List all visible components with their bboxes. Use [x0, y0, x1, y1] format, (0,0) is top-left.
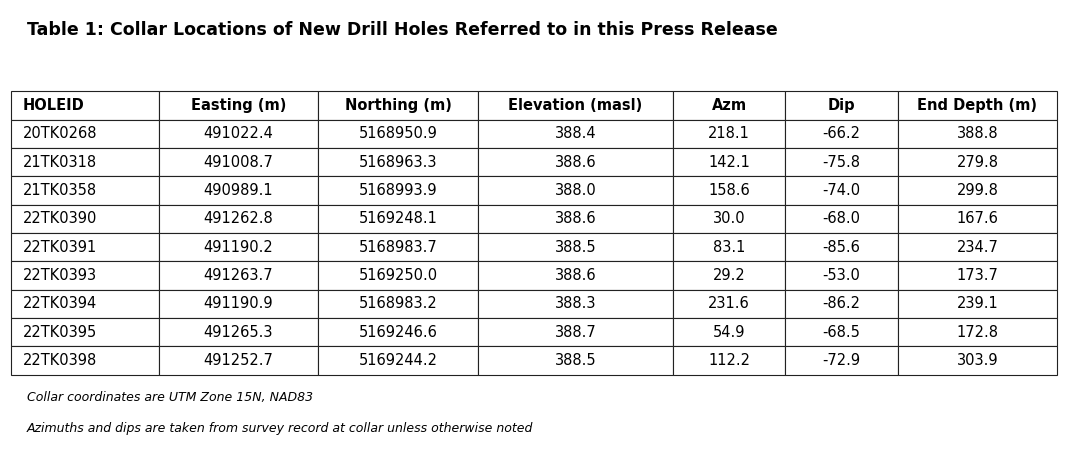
Text: Table 1: Collar Locations of New Drill Holes Referred to in this Press Release: Table 1: Collar Locations of New Drill H…: [27, 21, 778, 38]
Text: Azimuths and dips are taken from survey record at collar unless otherwise noted: Azimuths and dips are taken from survey …: [27, 422, 533, 435]
Text: Collar coordinates are UTM Zone 15N, NAD83: Collar coordinates are UTM Zone 15N, NAD…: [27, 391, 313, 404]
